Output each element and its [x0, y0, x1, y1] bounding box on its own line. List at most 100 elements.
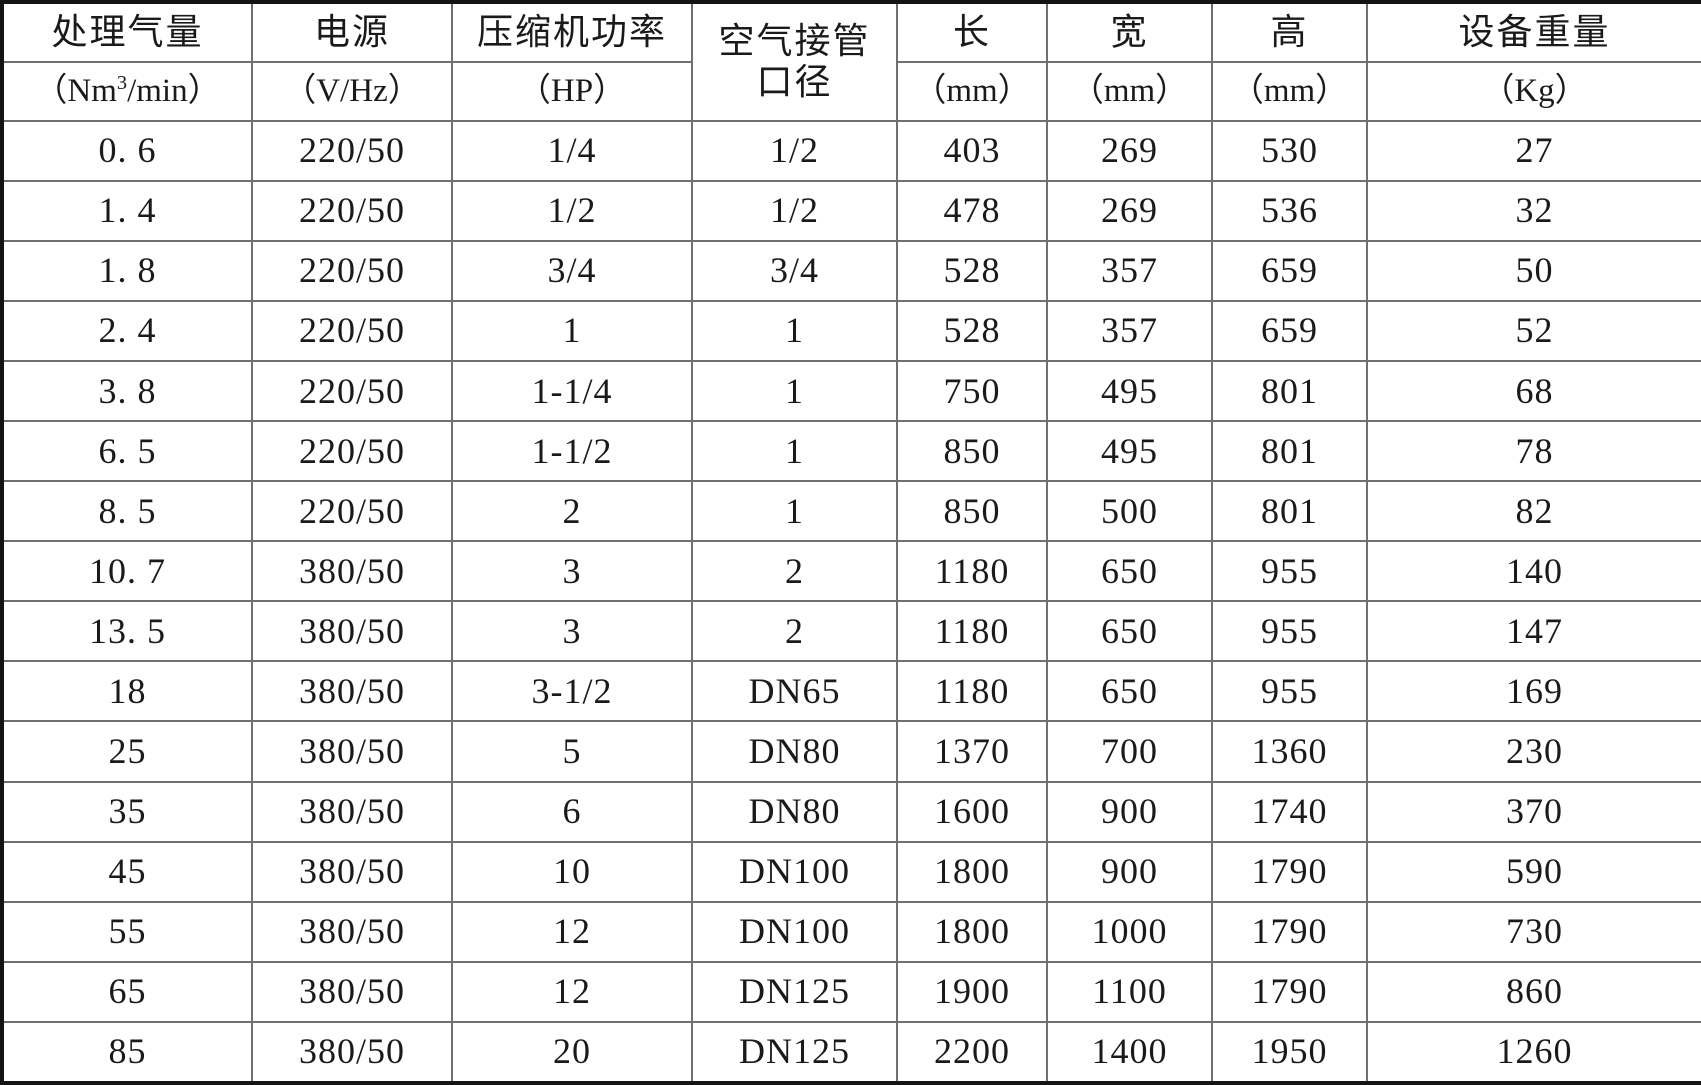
cell-equipment-weight: 52 — [1366, 300, 1701, 363]
cell-air-pipe-diameter: 1/2 — [691, 180, 898, 243]
table-row: 65 380/50 12 DN125 1900 1100 1790 860 — [1, 960, 1701, 1023]
table-row: 6. 5 220/50 1-1/2 1 850 495 801 78 — [1, 420, 1701, 483]
cell-air-pipe-diameter: 1 — [691, 480, 898, 543]
cell-equipment-weight: 730 — [1366, 900, 1701, 963]
cell-power-supply: 380/50 — [251, 660, 453, 723]
cell-width: 650 — [1046, 540, 1213, 603]
column-unit-power-supply: （V/Hz） — [251, 61, 453, 122]
cell-compressor-power: 6 — [451, 780, 693, 843]
cell-width: 269 — [1046, 180, 1213, 243]
cell-equipment-weight: 590 — [1366, 840, 1701, 903]
cell-compressor-power: 3-1/2 — [451, 660, 693, 723]
cell-length: 2200 — [896, 1020, 1048, 1085]
cell-gas-flow: 3. 8 — [1, 360, 253, 423]
cell-gas-flow: 25 — [1, 720, 253, 783]
cell-height: 1950 — [1211, 1020, 1368, 1085]
cell-width: 650 — [1046, 660, 1213, 723]
cell-equipment-weight: 147 — [1366, 600, 1701, 663]
cell-width: 1400 — [1046, 1020, 1213, 1085]
cell-equipment-weight: 82 — [1366, 480, 1701, 543]
cell-air-pipe-diameter: DN125 — [691, 1020, 898, 1085]
cell-equipment-weight: 32 — [1366, 180, 1701, 243]
table-row: 18 380/50 3-1/2 DN65 1180 650 955 169 — [1, 660, 1701, 723]
cell-air-pipe-diameter: DN100 — [691, 840, 898, 903]
cell-power-supply: 220/50 — [251, 420, 453, 483]
cell-height: 801 — [1211, 360, 1368, 423]
cell-length: 1800 — [896, 900, 1048, 963]
cell-length: 1370 — [896, 720, 1048, 783]
cell-power-supply: 380/50 — [251, 960, 453, 1023]
cell-gas-flow: 1. 4 — [1, 180, 253, 243]
cell-gas-flow: 85 — [1, 1020, 253, 1085]
column-header-width: 宽 — [1046, 1, 1213, 63]
cell-height: 955 — [1211, 540, 1368, 603]
air-pipe-diameter-line2: 口径 — [756, 62, 833, 102]
cell-air-pipe-diameter: 1 — [691, 420, 898, 483]
column-header-air-pipe-diameter: 空气接管 口径 — [691, 1, 898, 122]
cell-air-pipe-diameter: DN125 — [691, 960, 898, 1023]
table-row: 13. 5 380/50 3 2 1180 650 955 147 — [1, 600, 1701, 663]
column-unit-length: （mm） — [896, 61, 1048, 122]
cell-compressor-power: 10 — [451, 840, 693, 903]
cell-length: 850 — [896, 420, 1048, 483]
cell-compressor-power: 1-1/4 — [451, 360, 693, 423]
cell-height: 530 — [1211, 119, 1368, 183]
table-row: 2. 4 220/50 1 1 528 357 659 52 — [1, 300, 1701, 363]
column-header-length: 长 — [896, 1, 1048, 63]
cell-air-pipe-diameter: 2 — [691, 600, 898, 663]
table-header: 处理气量 电源 压缩机功率 空气接管 口径 长 宽 高 设备重量 （Nm3/mi… — [1, 1, 1701, 122]
cell-power-supply: 380/50 — [251, 600, 453, 663]
column-header-height: 高 — [1211, 1, 1368, 63]
cell-power-supply: 220/50 — [251, 240, 453, 303]
cell-power-supply: 380/50 — [251, 1020, 453, 1085]
column-header-compressor-power: 压缩机功率 — [451, 1, 693, 63]
cell-compressor-power: 3 — [451, 600, 693, 663]
cell-gas-flow: 35 — [1, 780, 253, 843]
cell-gas-flow: 2. 4 — [1, 300, 253, 363]
cell-air-pipe-diameter: DN100 — [691, 900, 898, 963]
cell-height: 659 — [1211, 300, 1368, 363]
cell-compressor-power: 20 — [451, 1020, 693, 1085]
cell-length: 1600 — [896, 780, 1048, 843]
cell-width: 357 — [1046, 300, 1213, 363]
cell-width: 1100 — [1046, 960, 1213, 1023]
cell-width: 700 — [1046, 720, 1213, 783]
cell-height: 1740 — [1211, 780, 1368, 843]
cell-compressor-power: 1-1/2 — [451, 420, 693, 483]
cell-height: 955 — [1211, 660, 1368, 723]
table-row: 8. 5 220/50 2 1 850 500 801 82 — [1, 480, 1701, 543]
cell-length: 528 — [896, 240, 1048, 303]
cell-power-supply: 220/50 — [251, 119, 453, 183]
cell-height: 1790 — [1211, 840, 1368, 903]
cell-length: 850 — [896, 480, 1048, 543]
cell-air-pipe-diameter: 3/4 — [691, 240, 898, 303]
cell-height: 801 — [1211, 480, 1368, 543]
cell-compressor-power: 1 — [451, 300, 693, 363]
cell-height: 1360 — [1211, 720, 1368, 783]
table-row: 3. 8 220/50 1-1/4 1 750 495 801 68 — [1, 360, 1701, 423]
cell-length: 403 — [896, 119, 1048, 183]
cell-power-supply: 380/50 — [251, 840, 453, 903]
table-row: 25 380/50 5 DN80 1370 700 1360 230 — [1, 720, 1701, 783]
cell-power-supply: 380/50 — [251, 900, 453, 963]
cell-compressor-power: 2 — [451, 480, 693, 543]
cell-gas-flow: 1. 8 — [1, 240, 253, 303]
cell-gas-flow: 8. 5 — [1, 480, 253, 543]
header-row-units: （Nm3/min） （V/Hz） （HP） （mm） （mm） （mm） （Kg… — [1, 61, 1701, 122]
cell-width: 495 — [1046, 420, 1213, 483]
cell-width: 357 — [1046, 240, 1213, 303]
cell-gas-flow: 45 — [1, 840, 253, 903]
cell-height: 1790 — [1211, 960, 1368, 1023]
column-header-gas-flow: 处理气量 — [1, 1, 253, 63]
cell-equipment-weight: 68 — [1366, 360, 1701, 423]
cell-gas-flow: 18 — [1, 660, 253, 723]
table-row: 35 380/50 6 DN80 1600 900 1740 370 — [1, 780, 1701, 843]
cell-compressor-power: 12 — [451, 960, 693, 1023]
cell-equipment-weight: 169 — [1366, 660, 1701, 723]
cell-gas-flow: 0. 6 — [1, 119, 253, 183]
cell-air-pipe-diameter: 1/2 — [691, 119, 898, 183]
column-unit-equipment-weight: （Kg） — [1366, 61, 1701, 122]
cell-gas-flow: 13. 5 — [1, 600, 253, 663]
cell-compressor-power: 12 — [451, 900, 693, 963]
